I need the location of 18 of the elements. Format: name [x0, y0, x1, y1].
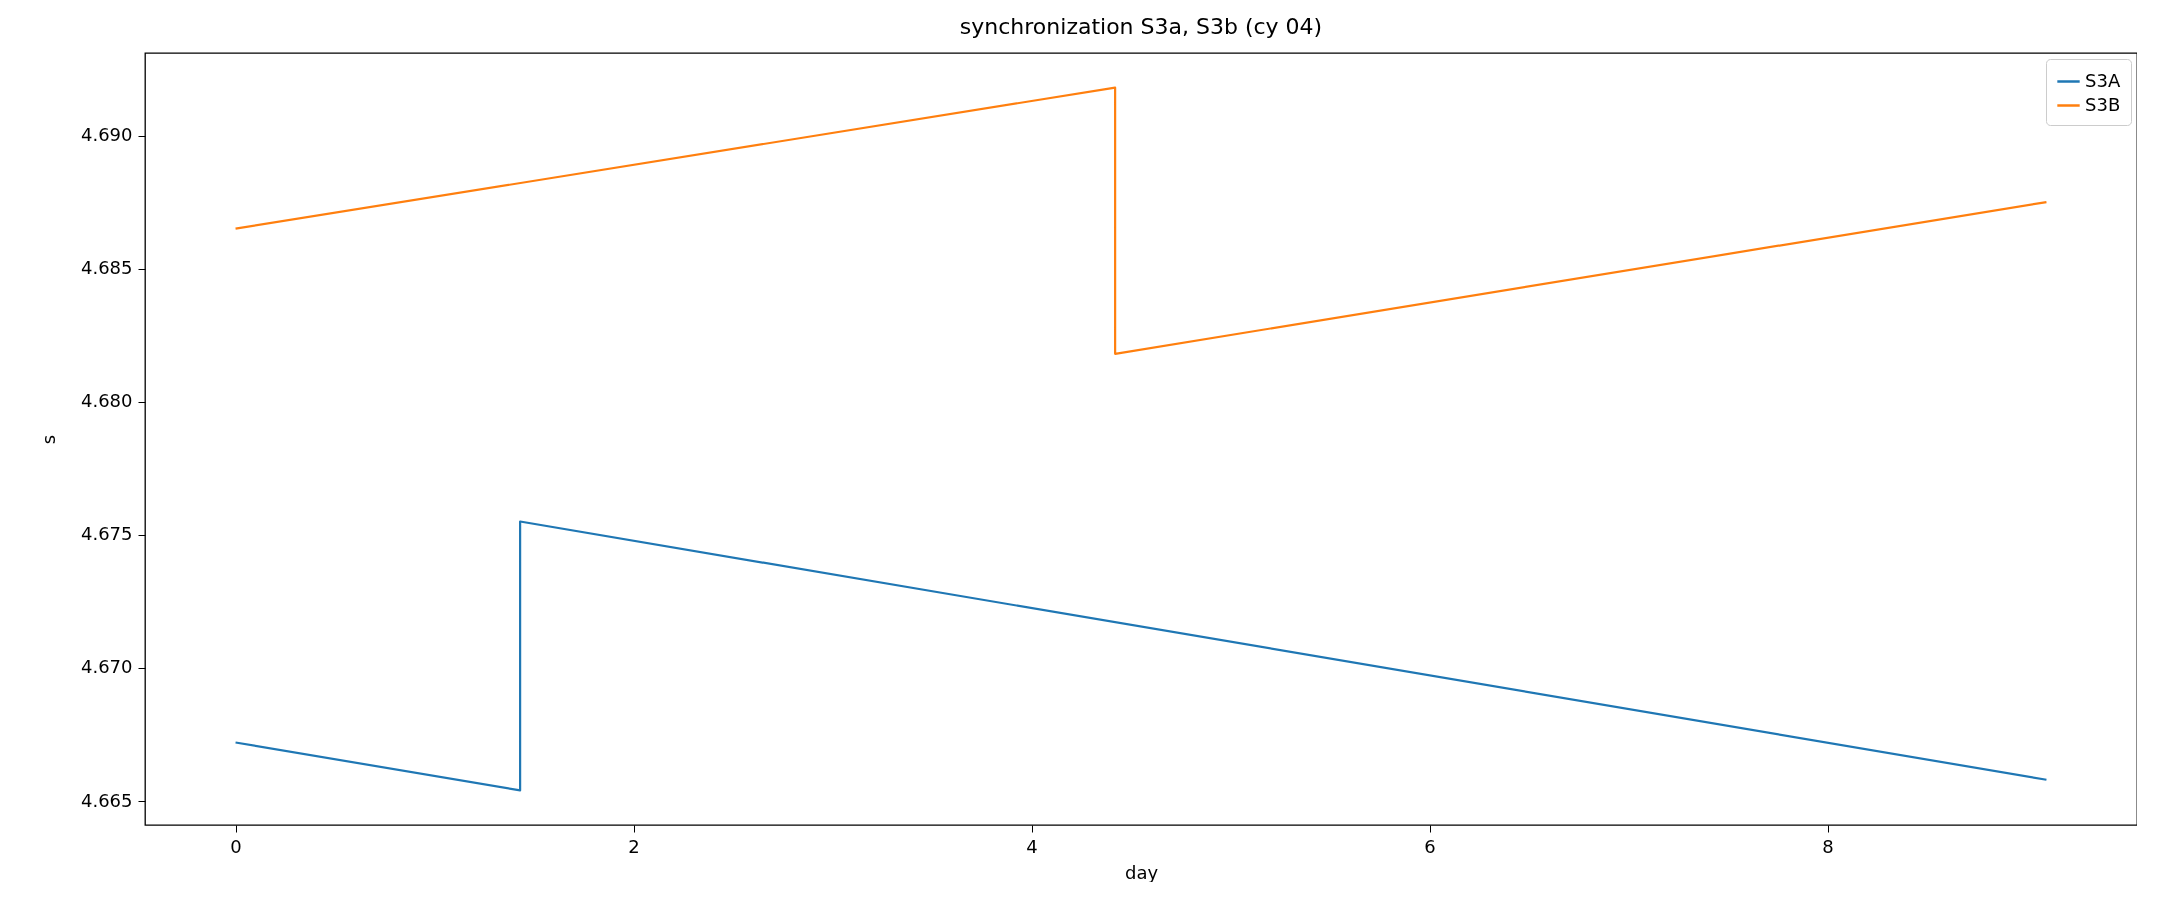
x-tick-label: 2: [628, 835, 640, 857]
y-tick-label: 4.665: [80, 789, 133, 811]
legend-label: S3B: [2085, 93, 2121, 115]
x-tick-label: 8: [1822, 835, 1834, 857]
chart-title: synchronization S3a, S3b (cy 04): [959, 14, 1323, 39]
y-tick-label: 4.685: [80, 257, 133, 279]
y-axis-title: s: [37, 434, 59, 445]
x-tick-label: 0: [230, 835, 242, 857]
y-tick-label: 4.675: [80, 523, 133, 545]
legend-label: S3A: [2085, 69, 2121, 91]
line-series: [234, 520, 2048, 792]
x-axis-title: day: [1124, 861, 1159, 883]
x-tick-label: 4: [1026, 835, 1038, 857]
line-series: [234, 86, 2048, 355]
x-tick-label: 6: [1424, 835, 1436, 857]
y-tick-label: 4.670: [80, 656, 133, 678]
y-tick-label: 4.680: [80, 390, 133, 412]
y-tick-label: 4.690: [80, 124, 133, 146]
